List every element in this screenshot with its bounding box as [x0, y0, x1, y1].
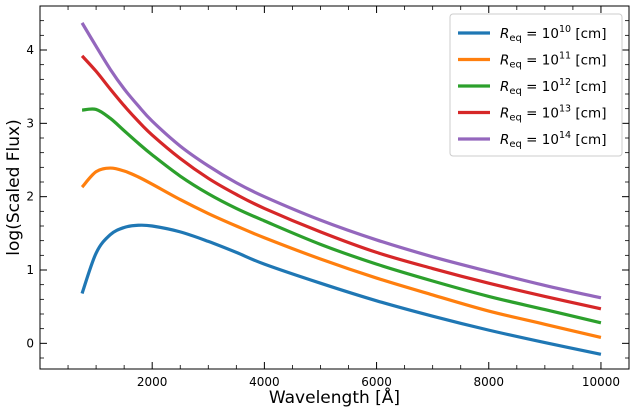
- legend: Req = 1010 [cm]Req = 1011 [cm]Req = 1012…: [449, 13, 623, 157]
- legend-label-exponent: 10: [559, 24, 571, 35]
- legend-label-base: R: [500, 53, 509, 69]
- plot-frame: [39, 5, 630, 370]
- legend-label-base: R: [500, 106, 509, 122]
- legend-label-equals: = 10: [522, 53, 559, 69]
- legend-label-exponent: 12: [559, 77, 571, 88]
- legend-label-subscript: eq: [509, 86, 522, 97]
- legend-label-exponent: 14: [559, 130, 571, 141]
- legend-label-unit: [cm]: [571, 106, 606, 122]
- legend-label-base: R: [500, 132, 509, 148]
- legend-label-subscript: eq: [509, 113, 522, 124]
- legend-label-subscript: eq: [509, 60, 522, 71]
- legend-label-base: R: [500, 26, 509, 42]
- series-line-5: [80, 22, 602, 300]
- legend-label: Req = 1012 [cm]: [500, 77, 606, 97]
- legend-label-equals: = 10: [522, 106, 559, 122]
- x-tick-label: 2000: [137, 375, 168, 389]
- legend-label-equals: = 10: [522, 26, 559, 42]
- series-layer: [80, 22, 602, 356]
- legend-label-exponent: 13: [559, 104, 571, 115]
- x-axis-label: Wavelength [Å]: [269, 386, 400, 408]
- legend-label-exponent: 11: [559, 51, 571, 62]
- series-line-2: [80, 166, 602, 340]
- x-tick-label: 8000: [473, 375, 504, 389]
- legend-label-unit: [cm]: [571, 132, 606, 148]
- legend-label: Req = 1014 [cm]: [500, 130, 606, 150]
- series-line-4: [80, 54, 602, 311]
- legend-label-subscript: eq: [509, 139, 522, 150]
- legend-label-subscript: eq: [509, 33, 522, 44]
- y-axis-label: log(Scaled Flux): [4, 119, 24, 255]
- y-tick-label: 3: [26, 116, 34, 130]
- y-tick-label: 0: [26, 336, 34, 350]
- legend-label-unit: [cm]: [571, 53, 606, 69]
- legend-label-equals: = 10: [522, 132, 559, 148]
- legend-box: [449, 13, 623, 157]
- x-tick-label: 10000: [582, 375, 620, 389]
- legend-label-unit: [cm]: [571, 26, 606, 42]
- legend-label-unit: [cm]: [571, 79, 606, 95]
- legend-label: Req = 1013 [cm]: [500, 104, 606, 124]
- y-tick-label: 4: [26, 43, 34, 57]
- y-tick-label: 1: [26, 263, 34, 277]
- legend-label: Req = 1010 [cm]: [500, 24, 606, 44]
- x-tick-label: 6000: [361, 375, 392, 389]
- legend-label-equals: = 10: [522, 79, 559, 95]
- legend-label: Req = 1011 [cm]: [500, 51, 606, 71]
- legend-label-base: R: [500, 79, 509, 95]
- x-tick-label: 4000: [249, 375, 280, 389]
- series-line-1: [80, 223, 602, 356]
- series-line-3: [81, 107, 602, 325]
- y-tick-label: 2: [26, 190, 34, 204]
